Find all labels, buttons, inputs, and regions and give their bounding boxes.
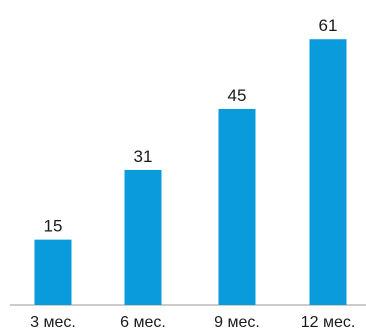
value-label-4: 61 [319,16,338,35]
bar-4 [309,39,347,305]
x-tick-labels-group: 3 мес. 6 мес. 9 мес. 12 мес. [30,314,355,331]
bar-1 [34,239,72,305]
x-tick-label-1: 3 мес. [30,314,76,331]
value-label-3: 45 [228,86,247,105]
bar-2 [124,169,162,305]
x-tick-label-3: 9 мес. [214,314,260,331]
value-labels-group: 15 31 45 61 [44,16,338,235]
bars-group [34,39,347,305]
value-label-2: 31 [134,147,153,166]
x-tick-label-2: 6 мес. [120,314,166,331]
value-label-1: 15 [44,217,63,236]
x-tick-label-4: 12 мес. [301,314,356,331]
bar-3 [218,108,256,305]
